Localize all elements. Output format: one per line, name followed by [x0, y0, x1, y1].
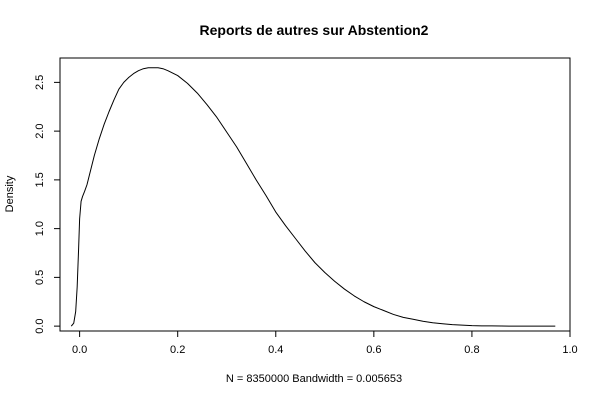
chart-title: Reports de autres sur Abstention2 [200, 22, 429, 38]
x-axis-label: N = 8350000 Bandwidth = 0.005653 [226, 373, 402, 385]
y-tick-label: 1.0 [34, 221, 46, 236]
x-tick-label: 0.6 [366, 344, 381, 356]
density-curve [70, 67, 556, 327]
x-tick-label: 1.0 [562, 344, 577, 356]
x-axis-ticks: 0.0 0.2 0.4 0.6 0.8 1.0 [72, 331, 578, 356]
y-tick-label: 1.5 [34, 172, 46, 187]
y-tick-label: 2.5 [34, 75, 46, 90]
plot-frame [59, 57, 571, 332]
x-tick-label: 0.8 [464, 344, 479, 356]
y-tick-label: 0.5 [34, 270, 46, 285]
y-axis-ticks: 0.0 0.5 1.0 1.5 2.0 2.5 [34, 75, 60, 334]
x-tick-label: 0.2 [170, 344, 185, 356]
y-tick-label: 0.0 [34, 318, 46, 333]
y-tick-label: 2.0 [34, 123, 46, 138]
x-tick-label: 0.0 [72, 344, 87, 356]
x-tick-label: 0.4 [268, 344, 283, 356]
y-axis-label: Density [4, 175, 16, 212]
